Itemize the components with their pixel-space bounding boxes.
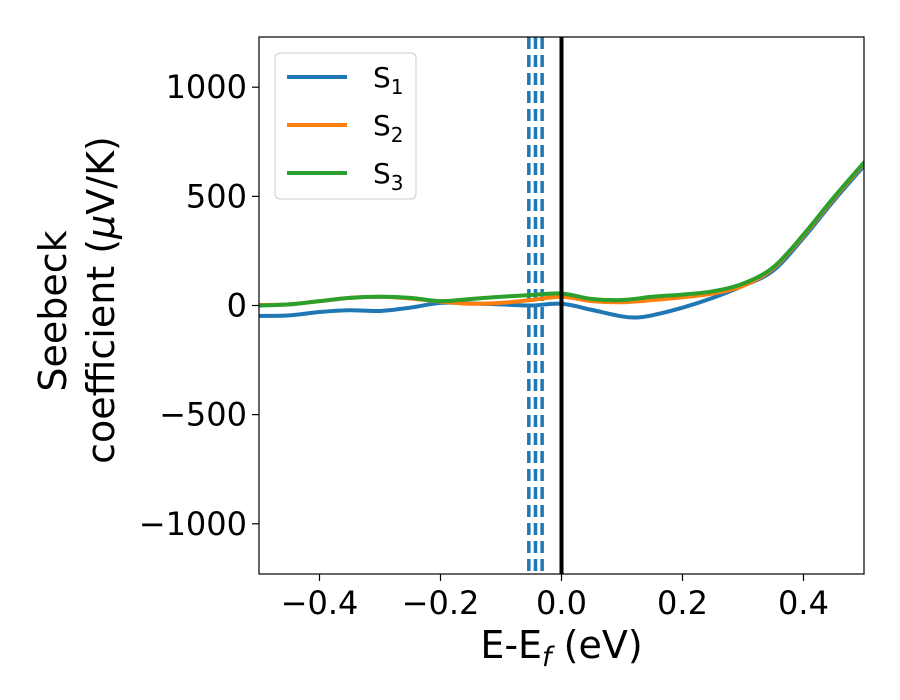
x-tick-label: 0.0	[536, 584, 587, 622]
legend: S1 S2 S3	[274, 52, 417, 200]
legend-label-s2: S2	[373, 109, 404, 147]
y-tick-label: 0	[227, 287, 247, 325]
y-tick-label: −500	[159, 396, 247, 434]
x-axis-label: E-Ef (eV)	[480, 623, 642, 673]
x-tick-label: 0.4	[778, 584, 829, 622]
x-tick-label: −0.4	[281, 584, 359, 622]
y-axis-label-mu: μ	[79, 215, 123, 240]
legend-items: S1 S2 S3	[287, 61, 404, 195]
y-tick-label: 500	[186, 177, 247, 215]
y-axis-label: Seebeck coefficient (μV/K)	[31, 136, 123, 464]
y-tick-label: −1000	[139, 505, 247, 543]
y-axis-label-line2: coefficient (μV/K)	[79, 136, 123, 464]
y-tick-label: 1000	[166, 68, 247, 106]
x-tick-label: −0.2	[402, 584, 480, 622]
legend-label-s1: S1	[373, 61, 404, 99]
ticks-layer: −0.4 −0.2 0.0 0.2 0.4 −1000 −500 0 500 1000	[139, 68, 829, 622]
x-tick-label: 0.2	[657, 584, 708, 622]
legend-label-s3: S3	[373, 157, 404, 195]
x-axis-label-unit: (eV)	[552, 623, 643, 667]
y-axis-label-line1: Seebeck	[31, 230, 75, 391]
lines-layer	[259, 37, 864, 574]
